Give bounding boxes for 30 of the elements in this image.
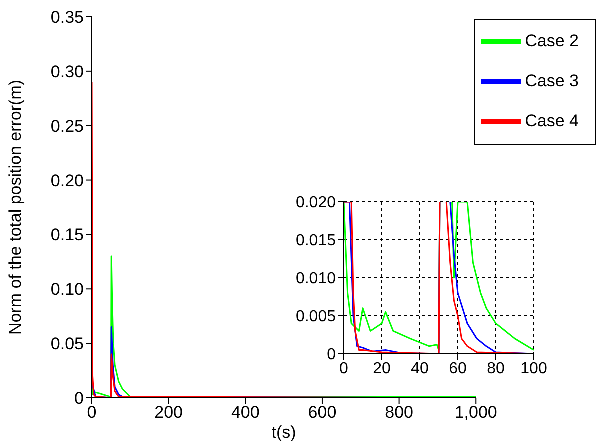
legend-label: Case 3 [525,71,579,90]
y-tick-label: 0.015 [296,232,336,250]
legend-label: Case 2 [525,31,579,50]
x-tick-label: 1,000 [454,403,498,422]
y-tick-label: 0.020 [296,194,336,212]
x-tick-label: 40 [411,360,429,378]
y-tick-label: 0.35 [50,8,84,28]
legend-label: Case 4 [525,111,579,130]
x-tick-label: 800 [385,403,414,422]
x-tick-label: 0 [340,360,349,378]
y-axis-title: Norm of the total position error(m) [6,80,26,336]
y-tick-label: 0.25 [50,116,84,136]
y-tick-label: 0.010 [296,270,336,288]
y-tick-label: 0.20 [50,171,84,190]
y-tick-label: 0.005 [296,308,336,326]
x-tick-label: 400 [231,403,260,422]
y-tick-label: 0.05 [50,334,84,354]
y-tick-label: 0.30 [50,62,84,82]
x-tick-label: 200 [154,403,184,422]
x-tick-label: 100 [520,360,548,378]
y-tick-label: 0 [74,389,84,408]
x-axis-title: t(s) [272,423,296,442]
y-tick-label: 0.10 [50,280,84,300]
y-tick-label: 0.15 [50,226,84,245]
x-tick-label: 600 [308,403,337,422]
x-tick-label: 20 [373,360,391,378]
y-tick-label: 0 [327,346,336,364]
x-tick-label: 0 [87,403,97,422]
x-tick-label: 80 [487,360,505,378]
x-tick-label: 60 [449,360,467,378]
